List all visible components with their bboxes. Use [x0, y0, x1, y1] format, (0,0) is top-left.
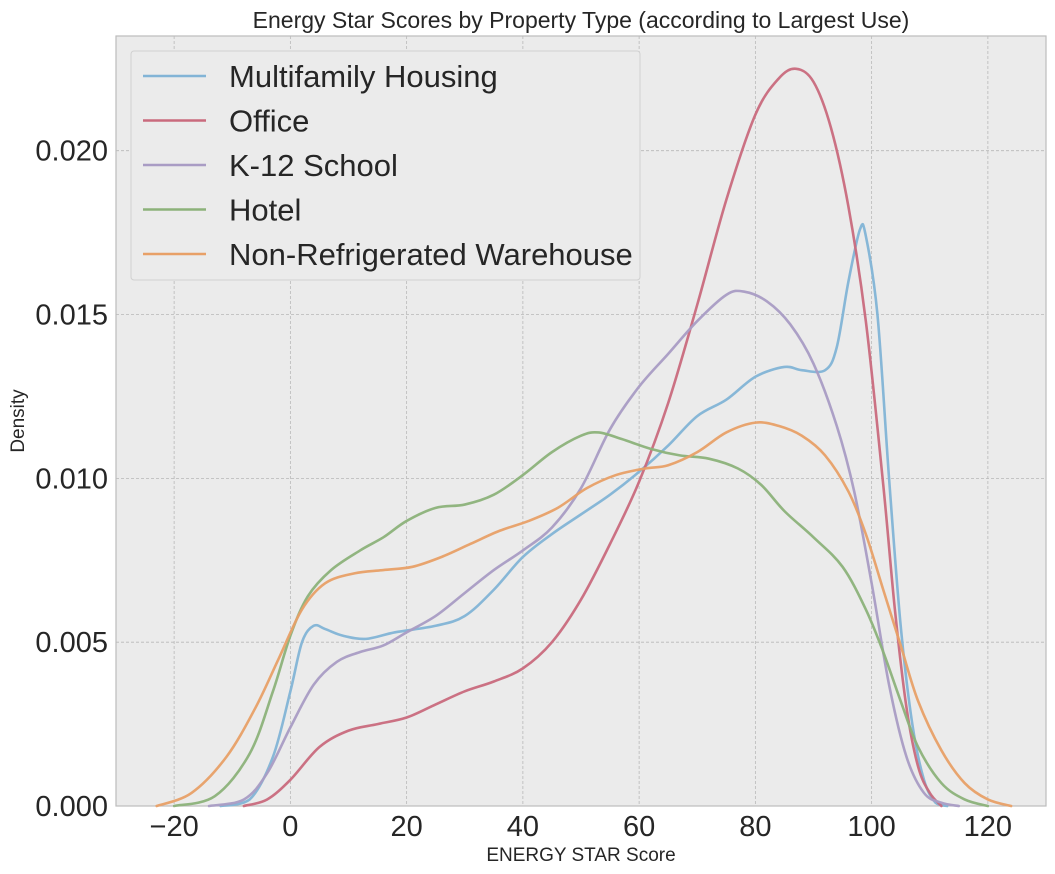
x-tick-label: 120 [964, 811, 1012, 843]
x-tick-labels: −20 0 20 40 60 80 100 120 [150, 811, 1013, 843]
legend-label: Non-Refrigerated Warehouse [229, 237, 633, 272]
chart-title: Energy Star Scores by Property Type (acc… [253, 7, 910, 33]
y-axis-label: Density [8, 389, 29, 453]
legend-label: Hotel [229, 193, 301, 228]
legend-label: Office [229, 104, 309, 139]
legend: Multifamily Housing Office K-12 School Hote… [131, 51, 640, 280]
y-tick-labels: 0.000 0.005 0.010 0.015 0.020 [35, 136, 108, 823]
legend-label: Multifamily Housing [229, 59, 498, 94]
y-tick-label: 0.005 [35, 627, 108, 659]
legend-label: K-12 School [229, 148, 398, 183]
x-tick-label: 60 [623, 811, 655, 843]
y-tick-label: 0.000 [35, 791, 108, 823]
x-tick-label: 20 [390, 811, 422, 843]
y-tick-label: 0.020 [35, 136, 108, 168]
x-tick-label: 100 [847, 811, 895, 843]
x-tick-label: −20 [150, 811, 199, 843]
x-tick-label: 80 [739, 811, 771, 843]
y-tick-label: 0.010 [35, 463, 108, 495]
x-axis-label: ENERGY STAR Score [486, 845, 675, 866]
x-tick-label: 40 [507, 811, 539, 843]
x-tick-label: 0 [282, 811, 298, 843]
y-tick-label: 0.015 [35, 300, 108, 332]
